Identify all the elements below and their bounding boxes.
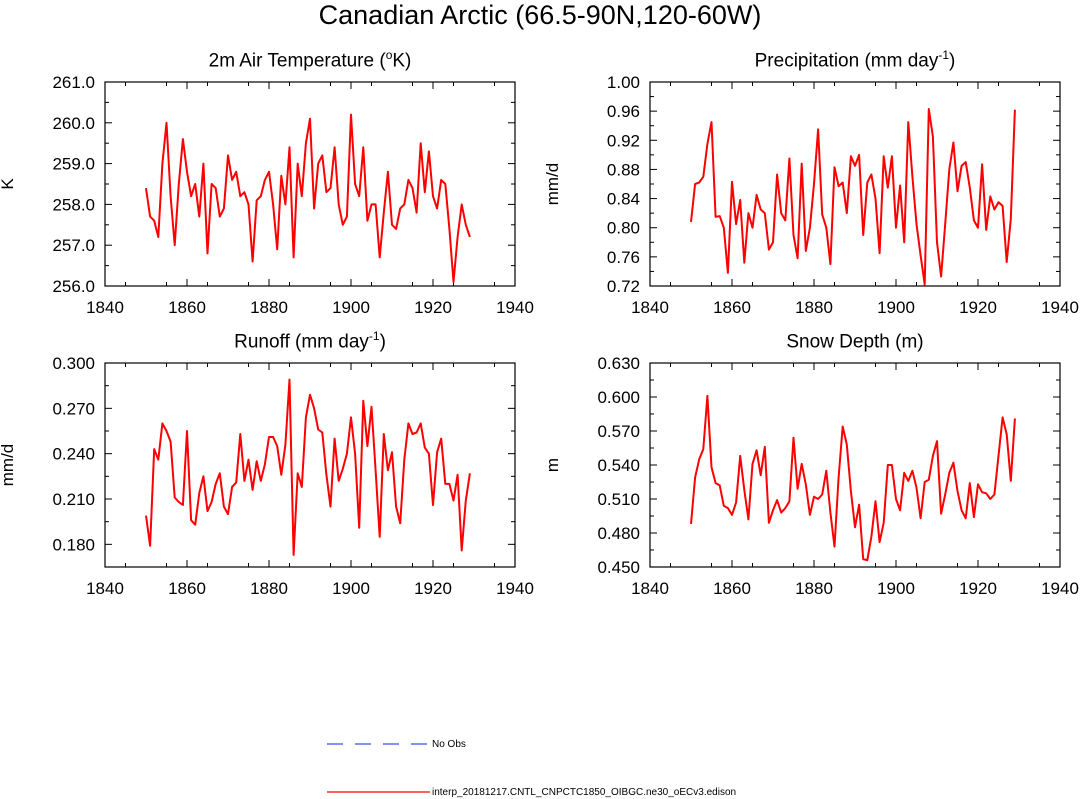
y-tick-label: 261.0 bbox=[52, 73, 95, 92]
y-axis-label: mm/d bbox=[0, 444, 17, 487]
y-tick-label: 0.600 bbox=[597, 388, 640, 407]
y-tick-label: 0.80 bbox=[607, 219, 640, 238]
y-tick-label: 0.270 bbox=[52, 399, 95, 418]
x-tick-label: 1860 bbox=[713, 579, 751, 598]
x-tick-label: 1880 bbox=[795, 298, 833, 317]
plot-frame bbox=[104, 81, 516, 287]
y-tick-label: 0.210 bbox=[52, 490, 95, 509]
panel-title-snow-depth: Snow Depth (m) bbox=[786, 331, 924, 353]
plot-frame bbox=[649, 81, 1061, 287]
y-tick-label: 0.570 bbox=[597, 422, 640, 441]
y-tick-label: 258.0 bbox=[52, 195, 95, 214]
panel-snow-depth: 1840 1860 1880 1900 1920 1940 0.450 0.480 0.510 0… bbox=[543, 354, 1079, 598]
y-tick-label: 0.450 bbox=[597, 558, 640, 577]
x-tick-label: 1880 bbox=[250, 579, 288, 598]
series-line bbox=[690, 394, 1016, 562]
plot-frame bbox=[104, 362, 516, 568]
series-line bbox=[690, 108, 1016, 286]
y-tick-label: 0.180 bbox=[52, 535, 95, 554]
x-tick-label: 1940 bbox=[1041, 579, 1079, 598]
x-tick-label: 1840 bbox=[631, 298, 669, 317]
x-tick-label: 1880 bbox=[250, 298, 288, 317]
y-tick-label: 1.00 bbox=[607, 73, 640, 92]
x-tick-label: 1840 bbox=[86, 579, 124, 598]
panel-title-precipitation: Precipitation (mm day-1) bbox=[754, 48, 956, 72]
x-tick-label: 1920 bbox=[959, 579, 997, 598]
x-tick-label: 1860 bbox=[168, 298, 206, 317]
legend-label-no-obs: No Obs bbox=[432, 739, 466, 750]
y-tick-label: 260.0 bbox=[52, 114, 95, 133]
series-line bbox=[145, 378, 471, 556]
y-tick-label: 0.92 bbox=[607, 131, 640, 150]
x-tick-label: 1940 bbox=[496, 298, 534, 317]
y-tick-label: 0.240 bbox=[52, 445, 95, 464]
panel-title-temperature: 2m Air Temperature (oK) bbox=[208, 48, 412, 72]
x-tick-label: 1880 bbox=[795, 579, 833, 598]
y-tick-label: 0.72 bbox=[607, 277, 640, 296]
x-tick-label: 1840 bbox=[86, 298, 124, 317]
y-tick-label: 0.300 bbox=[52, 354, 95, 373]
x-tick-label: 1920 bbox=[414, 298, 452, 317]
x-tick-label: 1900 bbox=[877, 298, 915, 317]
y-axis-label: K bbox=[0, 178, 17, 190]
x-tick-label: 1840 bbox=[631, 579, 669, 598]
x-tick-label: 1900 bbox=[332, 298, 370, 317]
x-tick-label: 1920 bbox=[414, 579, 452, 598]
y-tick-label: 0.96 bbox=[607, 102, 640, 121]
panel-precipitation: 1840 1860 1880 1900 1920 1940 0.72 0.76 0.80 0.84… bbox=[543, 73, 1079, 317]
x-tick-label: 1900 bbox=[332, 579, 370, 598]
x-tick-label: 1920 bbox=[959, 298, 997, 317]
y-tick-label: 0.510 bbox=[597, 490, 640, 509]
x-tick-label: 1940 bbox=[1041, 298, 1079, 317]
x-tick-label: 1860 bbox=[168, 579, 206, 598]
legend-label-model-run: interp_20181217.CNTL_CNPCTC1850_OIBGC.ne… bbox=[432, 787, 737, 798]
y-tick-label: 0.630 bbox=[597, 354, 640, 373]
x-tick-label: 1940 bbox=[496, 579, 534, 598]
y-tick-label: 0.84 bbox=[607, 190, 640, 209]
figure-title: Canadian Arctic (66.5-90N,120-60W) bbox=[318, 0, 762, 30]
x-tick-label: 1860 bbox=[713, 298, 751, 317]
y-tick-label: 259.0 bbox=[52, 155, 95, 174]
y-axis-label: m bbox=[543, 458, 562, 472]
y-tick-label: 0.88 bbox=[607, 160, 640, 179]
y-axis-label: mm/d bbox=[543, 163, 562, 206]
x-tick-label: 1900 bbox=[877, 579, 915, 598]
y-tick-label: 0.540 bbox=[597, 456, 640, 475]
panel-temperature: 1840 1860 1880 1900 1920 1940 256.0 257.0 258.0 2… bbox=[0, 73, 534, 317]
y-tick-label: 0.76 bbox=[607, 248, 640, 267]
series-line bbox=[145, 113, 471, 283]
y-tick-label: 256.0 bbox=[52, 277, 95, 296]
panel-runoff: 1840 1860 1880 1900 1920 1940 0.180 0.210 0.240 0… bbox=[0, 354, 534, 598]
panel-title-runoff: Runoff (mm day-1) bbox=[234, 329, 386, 353]
y-tick-label: 0.480 bbox=[597, 524, 640, 543]
y-tick-label: 257.0 bbox=[52, 236, 95, 255]
